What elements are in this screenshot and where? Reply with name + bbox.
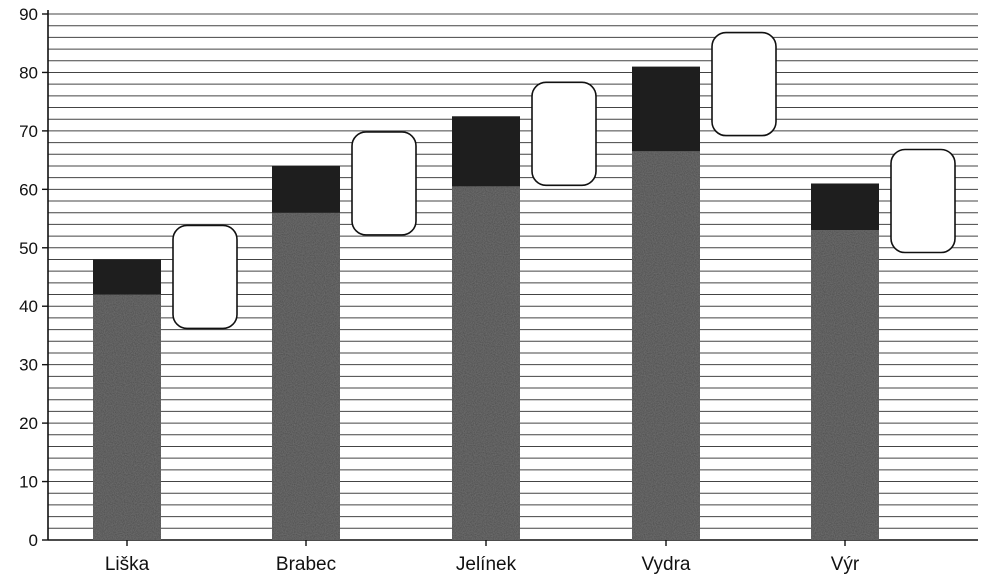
bar-segment-lower — [272, 212, 340, 540]
y-tick-label: 20 — [19, 414, 38, 433]
y-tick-label: 90 — [19, 5, 38, 24]
label-boxes — [172, 31, 956, 330]
y-axis-ticks: 0 10 20 30 40 50 60 70 80 90 — [19, 5, 48, 550]
y-tick-label: 50 — [19, 239, 38, 258]
x-tick-label: Brabec — [276, 554, 336, 575]
blank-answer-box — [351, 131, 417, 236]
x-tick-label: Výr — [831, 554, 860, 575]
x-axis-labels: Liška Brabec Jelínek Vydra Výr — [105, 540, 860, 575]
y-tick-label: 30 — [19, 356, 38, 375]
bar-segment-upper — [811, 183, 879, 231]
y-tick-label: 0 — [29, 531, 38, 550]
bar-segment-upper — [452, 116, 520, 187]
y-tick-label: 60 — [19, 180, 38, 199]
bar-segment-upper — [272, 165, 340, 213]
y-tick-label: 70 — [19, 122, 38, 141]
blank-answer-box — [711, 31, 777, 137]
y-tick-label: 80 — [19, 63, 38, 82]
x-tick-label: Liška — [105, 554, 150, 575]
bar-segment-lower — [811, 230, 879, 540]
bar-segment-upper — [632, 66, 700, 152]
blank-answer-box — [531, 81, 597, 187]
y-tick-label: 40 — [19, 297, 38, 316]
bar-segment-lower — [452, 186, 520, 540]
x-tick-label: Vydra — [642, 554, 691, 575]
blank-answer-box — [890, 148, 956, 254]
bars — [93, 66, 879, 540]
bar-segment-lower — [93, 294, 161, 540]
bar-segment-lower — [632, 151, 700, 540]
blank-answer-box — [172, 224, 238, 330]
bar-segment-upper — [93, 259, 161, 295]
y-tick-label: 10 — [19, 473, 38, 492]
x-tick-label: Jelínek — [456, 554, 517, 575]
